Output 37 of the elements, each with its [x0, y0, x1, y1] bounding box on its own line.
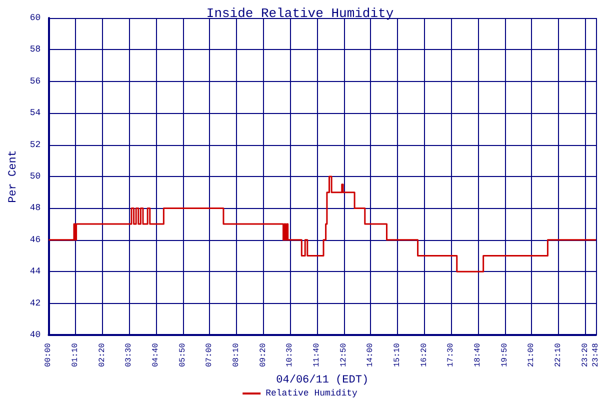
y-tick-label: 46: [30, 234, 41, 245]
x-tick-label: 18:40: [473, 342, 482, 368]
x-tick-label: 02:20: [98, 342, 107, 368]
x-tick-label: 04:40: [152, 342, 161, 368]
x-tick-label: 17:30: [446, 342, 456, 368]
x-tick-label: 10:30: [286, 342, 295, 368]
x-tick-label: 11:40: [312, 342, 322, 368]
x-tick-label: 08:10: [232, 342, 241, 368]
y-tick-label: 52: [30, 140, 41, 150]
legend-label: Relative Humidity: [266, 388, 358, 398]
x-tick-label: 15:10: [392, 342, 402, 368]
x-tick-label: 23:20: [580, 342, 590, 368]
x-tick-label: 21:00: [527, 342, 536, 368]
y-tick-label: 60: [30, 13, 41, 23]
x-tick-label: 23:48: [592, 342, 600, 368]
y-tick-label: 56: [30, 76, 41, 86]
x-tick-label: 03:30: [124, 342, 134, 368]
y-axis-title: Per Cent: [8, 150, 20, 203]
y-tick-label: 58: [30, 44, 41, 55]
y-tick-label: 44: [30, 266, 41, 277]
x-axis-title: 04/06/11 (EDT): [276, 374, 369, 386]
x-tick-label: 07:00: [205, 342, 214, 368]
y-tick-label: 54: [30, 108, 41, 118]
y-tick-label: 50: [30, 172, 41, 182]
x-tick-label: 19:50: [500, 342, 510, 368]
x-tick-label: 01:10: [71, 342, 80, 368]
y-tick-label: 42: [30, 298, 41, 308]
x-tick-label: 09:20: [258, 342, 268, 368]
y-tick-label: 40: [30, 330, 41, 340]
x-tick-label: 00:00: [44, 342, 54, 368]
y-tick-label: 48: [30, 203, 41, 214]
x-tick-label: 16:20: [420, 342, 429, 368]
x-tick-label: 22:10: [554, 342, 563, 368]
chart-title: Inside Relative Humidity: [206, 6, 394, 21]
x-tick-label: 05:50: [178, 342, 188, 368]
x-tick-label: 14:00: [366, 342, 376, 368]
x-tick-label: 12:50: [339, 342, 348, 368]
